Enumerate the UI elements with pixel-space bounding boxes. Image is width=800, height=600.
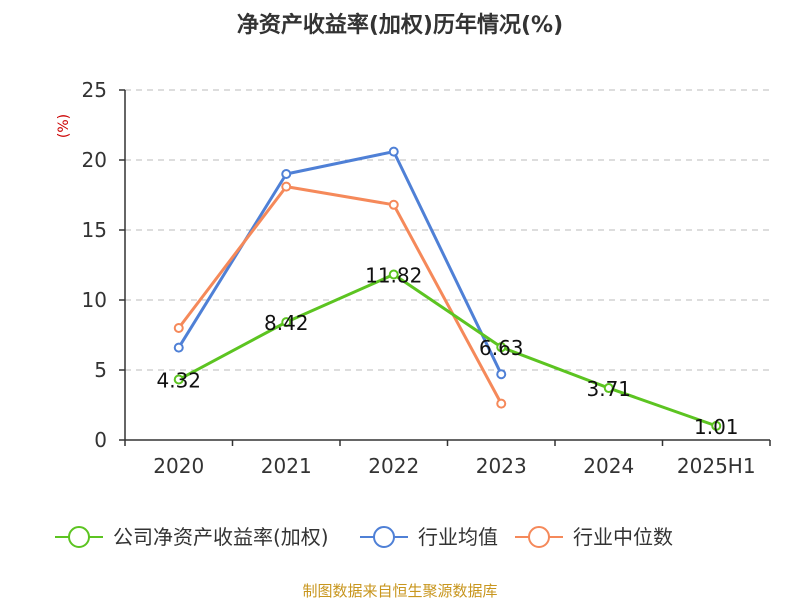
data-point [496,398,507,409]
x-tick-label: 2023 [476,454,527,478]
series-line [177,185,503,405]
data-labels: 4.32 8.42 11.82 6.63 3.71 1.01 [156,264,738,439]
data-point [173,342,184,353]
data-point [496,342,507,353]
data-point [281,317,292,328]
series-line [178,273,717,428]
source-note: 制图数据来自恒生聚源数据库 [302,582,497,600]
y-tick-label: 15 [82,218,107,242]
data-point [711,420,722,431]
legend-label: 公司净资产收益率(加权) [113,525,329,549]
data-point [173,323,184,333]
chart-title: 净资产收益率(加权)历年情况(%) [237,12,563,38]
data-label: 3.71 [586,377,631,401]
data-label: 6.63 [479,336,524,360]
y-tick-label: 10 [82,288,107,312]
data-label: 1.01 [694,415,739,439]
y-axis-label: (%) [56,114,72,138]
data-label: 8.42 [264,311,309,335]
y-tick-label: 0 [94,428,107,452]
y-tick-label: 5 [94,358,107,382]
legend-marker-icon [373,526,395,548]
x-tick-label: 2025H1 [677,454,756,478]
legend-marker-icon [68,526,90,548]
legend: 公司净资产收益率(加权) 行业均值 行业中位数 [55,525,673,549]
x-tick-label: 2020 [153,454,204,478]
data-label: 4.32 [156,369,201,393]
legend-label: 行业中位数 [573,525,673,549]
x-tick-label: 2024 [583,454,634,478]
legend-label: 行业均值 [418,525,498,549]
y-tick-label: 20 [82,148,107,172]
y-tick-label: 25 [82,78,107,102]
data-point [388,146,399,157]
data-point [173,374,184,385]
x-tick-label: 2022 [368,454,419,478]
data-point [281,169,292,179]
data-point [388,269,399,280]
axes: 0 5 10 15 20 25 2020 2021 2022 2023 2024 2025H1 [82,78,771,478]
x-tick-label: 2021 [261,454,312,478]
data-point [388,199,399,210]
series-line [177,150,503,375]
grid-lines [125,89,770,371]
data-point [603,383,614,394]
data-label: 11.82 [365,264,422,288]
data-point [281,181,292,192]
series-lines [173,146,722,431]
legend-marker-icon [528,526,550,548]
data-point [496,369,507,380]
